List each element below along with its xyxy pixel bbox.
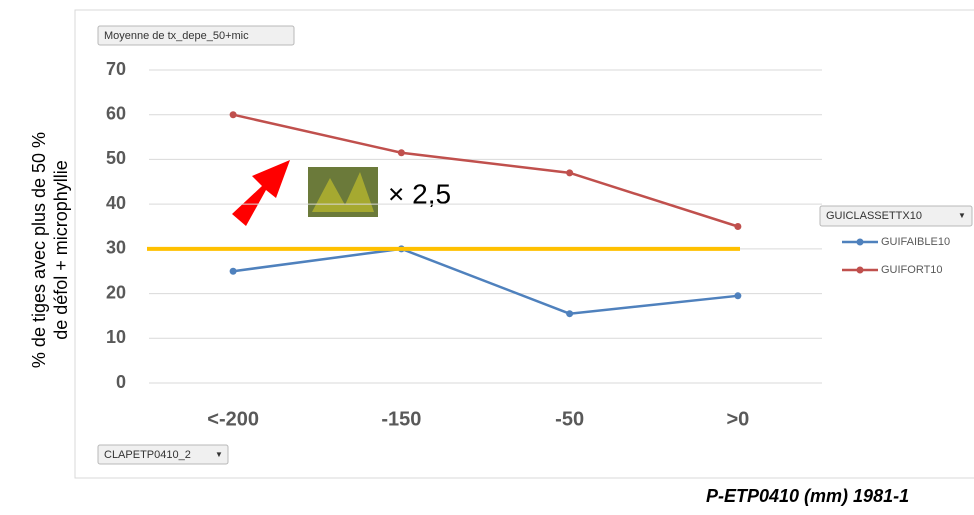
y-axis-title: % de tiges avec plus de 50 % de défol + … (29, 132, 71, 368)
legend-label: GUIFAIBLE10 (881, 236, 950, 248)
x-axis-title: P-ETP0410 (mm) 1981-1 (706, 486, 909, 506)
data-point (734, 292, 742, 300)
dropdown-icon: ▼ (958, 211, 966, 220)
y-tick-label: 60 (106, 103, 126, 123)
axis-button-label: CLAPETP0410_2 (104, 449, 191, 461)
data-point (566, 169, 574, 177)
data-point (229, 111, 237, 119)
legend-label: GUIFORT10 (881, 264, 943, 276)
legend-button[interactable] (819, 205, 973, 227)
y-tick-label: 20 (106, 282, 126, 302)
axis-button[interactable] (97, 444, 229, 465)
y-axis-title-line: % de tiges avec plus de 50 % (29, 132, 49, 368)
y-tick-label: 70 (106, 59, 126, 79)
field-button[interactable] (97, 25, 295, 46)
y-axis-title-line: de défol + microphyllie (51, 160, 71, 340)
data-point (397, 149, 405, 157)
data-point (566, 310, 574, 318)
field-button-label: Moyenne de tx_depe_50+mic (104, 30, 249, 42)
x-tick-label: -150 (381, 408, 421, 430)
y-tick-label: 0 (116, 372, 126, 392)
photo-detail (312, 172, 374, 212)
dropdown-icon: ▼ (215, 450, 223, 459)
x-tick-label: -50 (555, 408, 584, 430)
series-line (232, 247, 739, 315)
legend-marker (856, 266, 864, 274)
arrow (232, 160, 290, 226)
chart-area (74, 9, 974, 479)
y-tick-label: 30 (106, 238, 126, 258)
y-tick-label: 50 (106, 148, 126, 168)
legend-button-label: GUICLASSETTX10 (826, 210, 922, 222)
data-point (229, 267, 237, 275)
data-point (734, 223, 742, 230)
y-tick-label: 40 (106, 193, 126, 213)
x-tick-label: >0 (726, 408, 749, 430)
legend-marker (856, 238, 864, 246)
x-tick-label: <-200 (207, 408, 259, 430)
y-tick-label: 10 (106, 327, 126, 347)
annotation: × 2,5 (388, 178, 451, 209)
series-line (232, 113, 739, 228)
